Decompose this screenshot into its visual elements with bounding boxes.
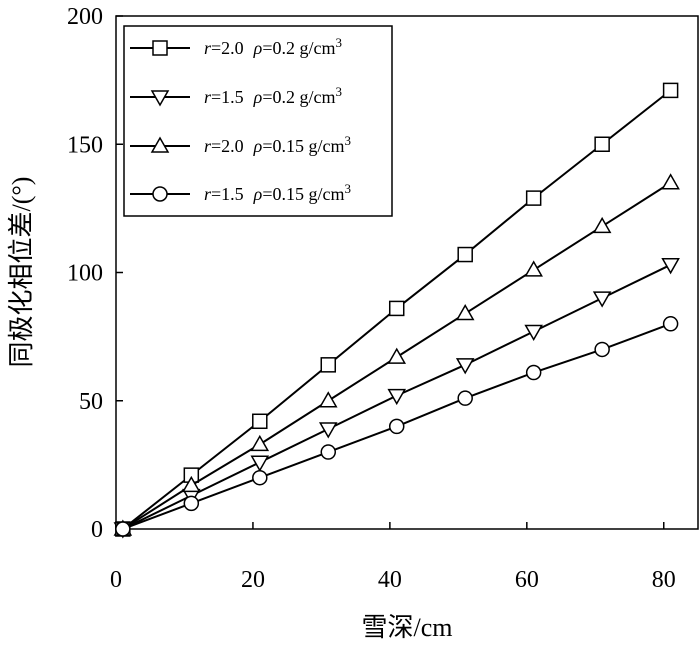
square-marker	[662, 82, 679, 99]
legend-label: r=2.0 ρ=0.15 g/cm3	[204, 133, 351, 156]
triangle-down-marker	[592, 291, 612, 308]
circle-marker	[320, 444, 337, 460]
x-tick-label: 80	[652, 567, 676, 593]
circle-marker	[662, 316, 679, 332]
y-tick-label: 50	[79, 389, 103, 415]
triangle-down-marker	[150, 90, 170, 107]
legend-entry-0: r=2.0 ρ=0.2 g/cm3	[130, 35, 342, 58]
legend-entry-1: r=1.5 ρ=0.2 g/cm3	[130, 84, 342, 107]
legend-label: r=1.5 ρ=0.15 g/cm3	[204, 181, 351, 204]
y-axis-label: 同极化相位差/(°)	[7, 177, 36, 368]
triangle-down-marker	[250, 455, 270, 472]
square-marker	[457, 246, 473, 263]
triangle-up-marker	[661, 173, 680, 190]
y-tick-label: 0	[91, 517, 103, 543]
x-tick-label: 40	[378, 567, 402, 593]
triangle-down-marker	[318, 422, 338, 439]
circle-marker	[152, 186, 168, 202]
legend-label: r=2.0 ρ=0.2 g/cm3	[204, 35, 342, 58]
triangle-down-marker	[387, 388, 407, 406]
triangle-down-marker	[661, 258, 680, 275]
axis-ticks: 0 20 40 60 80 0 50 100 150 200	[67, 4, 676, 593]
x-tick-label: 0	[110, 567, 122, 593]
x-tick-label: 60	[515, 567, 539, 593]
triangle-up-marker	[318, 391, 338, 408]
triangle-down-marker	[455, 358, 475, 375]
series-1	[113, 258, 680, 539]
legend: r=2.0 ρ=0.2 g/cm3 r=1.5 ρ=0.2 g/cm3 r=2.0 ρ=0…	[123, 25, 393, 217]
series-3	[115, 316, 679, 537]
y-tick-label: 150	[67, 132, 103, 158]
circle-marker	[388, 418, 405, 435]
circle-marker	[525, 364, 542, 381]
legend-label: r=1.5 ρ=0.2 g/cm3	[204, 84, 342, 107]
series-2	[113, 173, 680, 536]
x-tick-label: 20	[241, 567, 265, 593]
y-tick-label: 100	[67, 261, 103, 287]
triangle-up-marker	[455, 304, 475, 321]
legend-entry-2: r=2.0 ρ=0.15 g/cm3	[130, 133, 351, 156]
triangle-up-marker	[150, 136, 170, 153]
circle-marker	[594, 341, 610, 358]
circle-marker	[115, 521, 131, 537]
square-marker	[152, 40, 168, 56]
square-marker	[594, 136, 610, 152]
y-tick-label: 200	[67, 4, 103, 30]
square-marker	[252, 413, 268, 430]
triangle-up-marker	[524, 260, 543, 277]
x-axis-label: 雪深/cm	[362, 613, 453, 642]
triangle-up-marker	[182, 475, 201, 493]
legend-box	[123, 25, 393, 217]
triangle-up-marker	[387, 347, 407, 364]
series-layer	[113, 82, 680, 539]
square-marker	[525, 190, 542, 206]
circle-marker	[457, 390, 473, 406]
square-marker	[320, 357, 337, 373]
triangle-down-marker	[524, 324, 543, 342]
square-marker	[388, 300, 405, 317]
circle-marker	[252, 469, 268, 486]
triangle-up-marker	[592, 216, 612, 234]
circle-marker	[183, 495, 200, 512]
legend-entry-3: r=1.5 ρ=0.15 g/cm3	[130, 181, 351, 204]
triangle-up-marker	[250, 434, 270, 452]
